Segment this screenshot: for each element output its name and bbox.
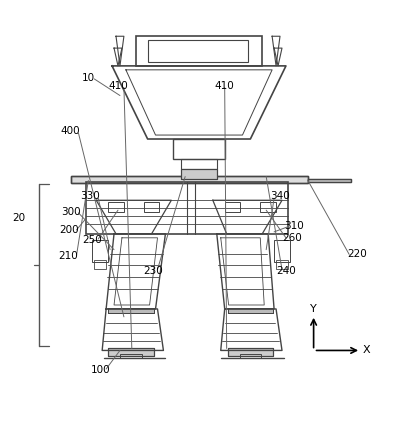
Text: 210: 210	[59, 250, 78, 261]
Text: 410: 410	[215, 81, 234, 91]
Bar	[181, 159, 217, 169]
Text: 100: 100	[90, 365, 110, 375]
Text: 400: 400	[61, 126, 80, 136]
Bar	[108, 308, 154, 313]
Bar	[94, 260, 106, 270]
Bar	[181, 169, 217, 178]
Text: 260: 260	[282, 233, 302, 243]
Bar	[92, 240, 108, 262]
Bar	[148, 40, 248, 62]
Text: X: X	[363, 345, 371, 356]
Bar	[240, 354, 261, 358]
Bar	[144, 202, 160, 212]
Text: 240: 240	[276, 266, 296, 277]
Bar	[260, 202, 276, 212]
Text: 200: 200	[59, 225, 78, 235]
Bar	[70, 176, 308, 183]
Bar	[308, 178, 351, 182]
Text: 330: 330	[80, 191, 100, 201]
Bar	[108, 349, 154, 357]
Bar	[225, 202, 240, 212]
Bar	[276, 260, 288, 270]
Text: 220: 220	[347, 249, 367, 258]
Text: 410: 410	[108, 81, 128, 91]
Bar	[228, 349, 273, 357]
Bar	[70, 176, 308, 183]
Bar	[108, 349, 154, 357]
Bar	[86, 182, 288, 234]
Bar	[181, 169, 217, 178]
Bar	[120, 354, 142, 358]
Text: 300: 300	[61, 207, 80, 217]
Bar	[228, 349, 273, 357]
Bar	[173, 139, 225, 159]
Bar	[228, 308, 273, 313]
Bar	[108, 202, 124, 212]
Text: 340: 340	[270, 191, 290, 201]
Bar	[228, 308, 273, 313]
Bar	[308, 178, 351, 182]
Text: 310: 310	[284, 221, 304, 231]
Text: 250: 250	[82, 235, 102, 245]
Text: 10: 10	[82, 73, 95, 83]
Text: 20: 20	[13, 213, 26, 223]
Bar	[274, 240, 290, 262]
Bar	[108, 308, 154, 313]
Text: Y: Y	[310, 304, 317, 314]
Bar	[136, 36, 262, 66]
Text: 230: 230	[144, 266, 164, 277]
